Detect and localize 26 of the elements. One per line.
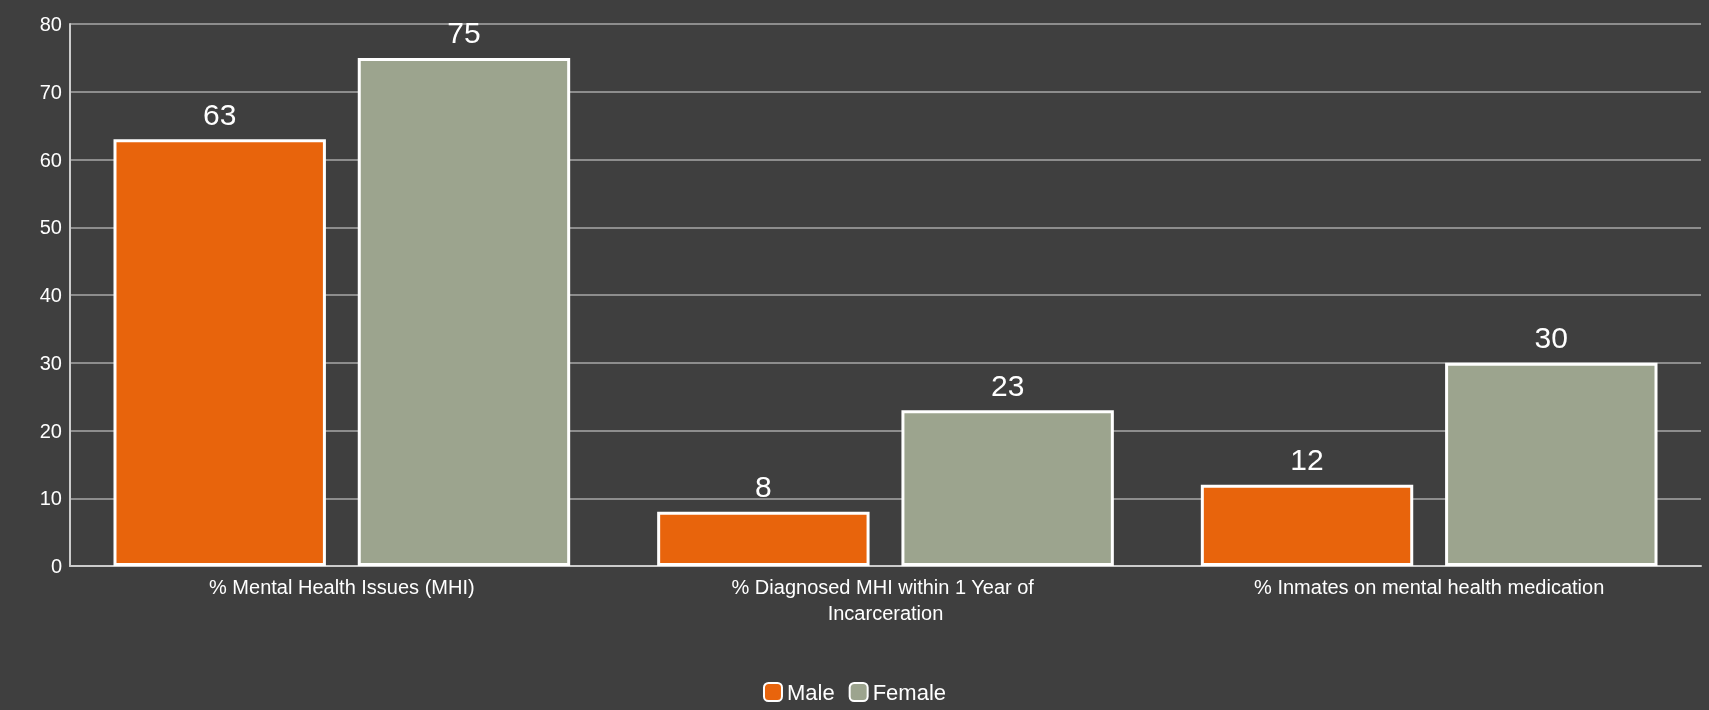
- y-tick-label: 70: [39, 80, 62, 103]
- y-tick-label: 10: [39, 487, 62, 510]
- data-label: 8: [755, 470, 772, 504]
- y-tick-label: 30: [39, 351, 62, 374]
- y-tick-label: 50: [39, 216, 62, 239]
- x-tick-label: % Diagnosed MHI within 1 Year of Incarceration: [731, 576, 1040, 624]
- bar: [1445, 362, 1658, 566]
- data-label: 12: [1290, 443, 1324, 477]
- data-label: 30: [1534, 321, 1568, 355]
- bar: [357, 57, 571, 566]
- x-tick-label: % Inmates on mental health medication: [1254, 576, 1605, 598]
- bar: [1200, 484, 1414, 566]
- y-tick-label: 80: [39, 13, 62, 35]
- legend-label: Female: [872, 679, 947, 705]
- data-label: 63: [203, 97, 237, 131]
- bar: [657, 511, 870, 566]
- x-tick-label: % Mental Health Issues (MHI): [209, 576, 475, 598]
- bar: [113, 139, 326, 566]
- y-tick-label: 40: [39, 284, 62, 306]
- bar: [901, 410, 1114, 566]
- data-label: 75: [447, 16, 481, 50]
- y-tick-label: 60: [39, 148, 62, 171]
- data-label: 23: [990, 368, 1025, 402]
- y-tick-label: 0: [50, 555, 62, 577]
- legend-label: Male: [786, 679, 835, 705]
- y-tick-label: 20: [39, 419, 62, 442]
